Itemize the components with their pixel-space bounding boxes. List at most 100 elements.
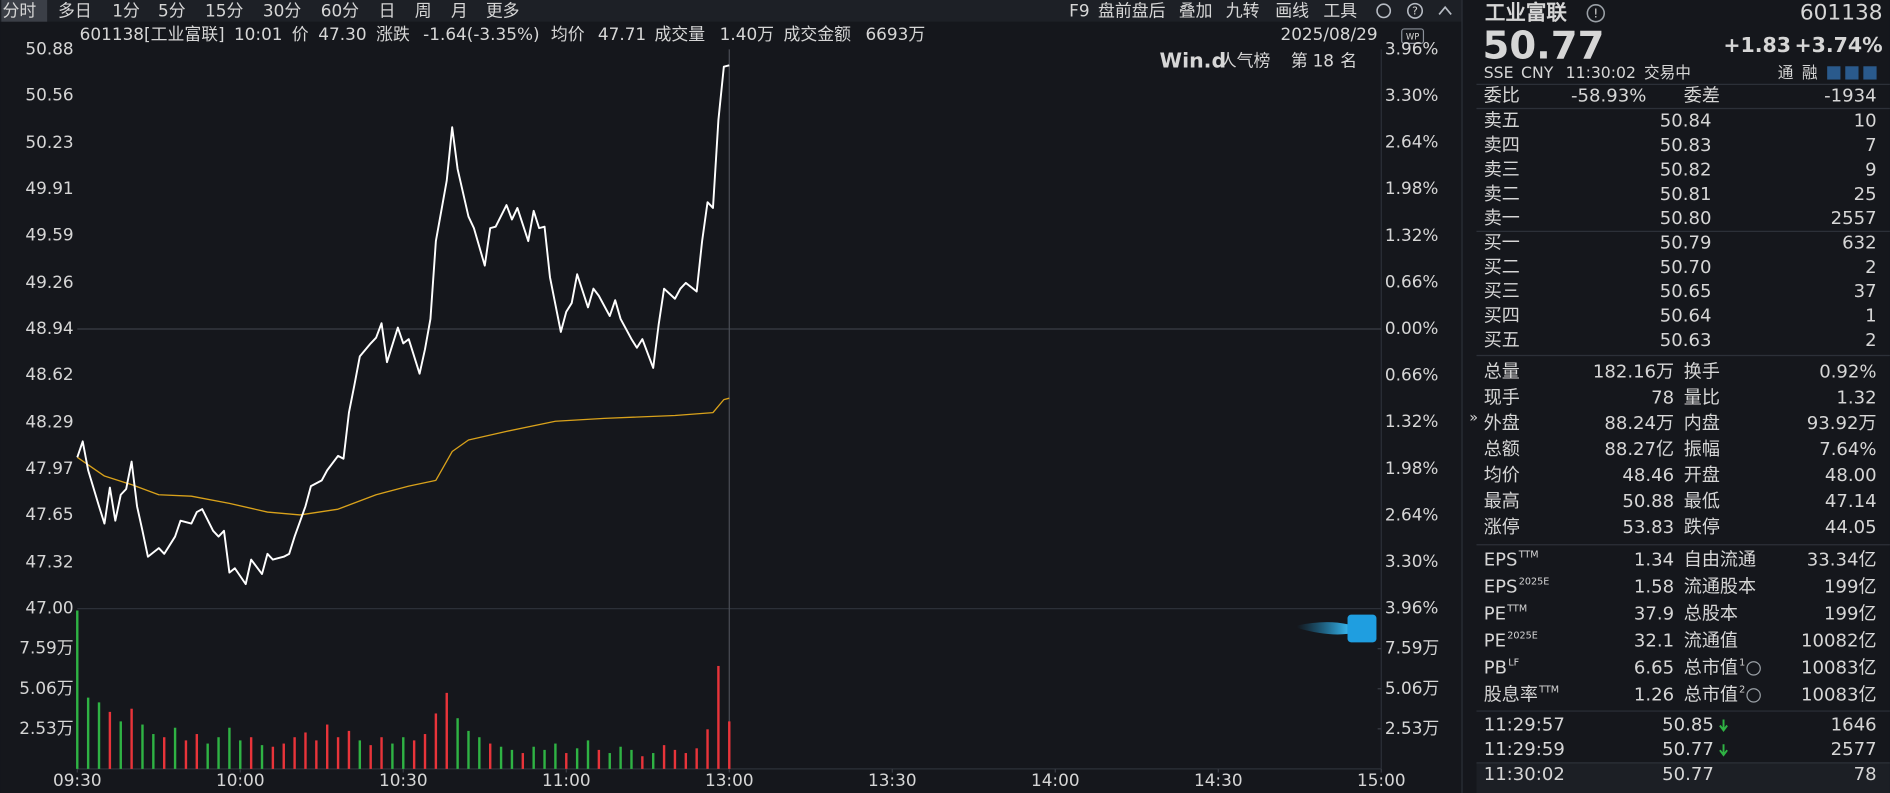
y-tick-label: 48.62 (25, 364, 73, 384)
toolbar-icons[interactable]: ? (1376, 2, 1452, 19)
y2-tick-label: 3.96% (1385, 598, 1439, 618)
y2-tick-label: 3.96% (1385, 38, 1439, 58)
tool-button[interactable]: 九转 (1226, 0, 1260, 20)
assistant-widget[interactable] (1296, 614, 1377, 643)
x-tick-label: 14:00 (1031, 770, 1080, 790)
period-tab[interactable]: 更多 (486, 0, 520, 20)
volume-tick-label: 7.59万 (19, 638, 73, 658)
volume-bar (597, 749, 601, 769)
fundamental-label: 流通值 (1684, 630, 1738, 651)
last-price: 50.77 (1483, 24, 1605, 69)
volume-bar (521, 753, 525, 769)
period-tab[interactable]: 分时 (3, 0, 37, 20)
fundamental-label: 流通股本 (1684, 576, 1756, 597)
ask-price: 50.82 (1660, 159, 1712, 180)
tool-button[interactable]: F9 (1069, 0, 1089, 20)
x-tick-label: 15:00 (1357, 770, 1406, 790)
collapse-toggle[interactable]: » (1469, 410, 1478, 426)
volume-bar (684, 753, 688, 769)
selected-tab-bg (1, 0, 48, 22)
bid-label: 买一 (1484, 232, 1520, 253)
volume-bar (228, 727, 231, 769)
badge-rank-suffix: 名 (1340, 50, 1357, 70)
info-amount: 6693万 (865, 24, 925, 44)
stat-value: 48.46 (1622, 465, 1674, 486)
bid-label: 买三 (1484, 281, 1520, 302)
info-code-name: 601138[工业富联] (80, 24, 225, 44)
volume-bar (97, 702, 101, 769)
y-tick-label: 50.23 (25, 132, 73, 152)
volume-bar (369, 745, 372, 769)
fundamental-value: 6.65 (1634, 657, 1674, 678)
volume-bar (510, 749, 514, 769)
y-tick-label: 49.26 (25, 272, 73, 292)
period-tab[interactable]: 1分 (112, 0, 140, 20)
badge-rank: 18 (1313, 50, 1334, 70)
ask-price: 50.83 (1660, 135, 1712, 156)
volume-bar (641, 756, 644, 769)
volume-bar (402, 737, 405, 769)
volume-bar (173, 727, 177, 769)
bid-price: 50.79 (1660, 232, 1712, 253)
volume-bar (304, 732, 307, 769)
volume-bar (673, 749, 677, 769)
volume-bar (478, 737, 481, 769)
stat-label: 最低 (1684, 491, 1720, 512)
y-tick-label: 47.97 (25, 458, 73, 478)
trade-time: 11:30:02 (1484, 764, 1565, 785)
quote-icons[interactable]: ! (1586, 4, 1877, 80)
svg-text:?: ? (1412, 4, 1418, 17)
info-avg: 47.71 (598, 24, 646, 44)
period-tab[interactable]: 多日 (58, 0, 92, 20)
stat-label: 开盘 (1684, 465, 1720, 486)
order-ratio-value: -58.93% (1571, 85, 1646, 106)
badge-text: 人气榜 (1220, 50, 1271, 70)
volume-bar (119, 721, 122, 769)
volume-tick-label: 5.06万 (19, 678, 73, 698)
tool-button[interactable]: 工具 (1323, 0, 1357, 20)
y-tick-label: 50.56 (25, 85, 73, 105)
volume-bar (130, 708, 133, 769)
fundamental-label: PE (1484, 603, 1506, 624)
info-volume: 1.40万 (720, 24, 774, 44)
y2-tick-label: 1.32% (1385, 411, 1439, 431)
stat-value: 44.05 (1825, 517, 1877, 538)
volume-bar (347, 730, 351, 769)
tool-button[interactable]: 画线 (1275, 0, 1309, 20)
volume-bar (630, 749, 633, 769)
stat-value: 1.32 (1836, 387, 1876, 408)
tool-button[interactable]: 盘前盘后 (1098, 0, 1166, 20)
info-time: 10:01 (234, 24, 283, 44)
period-tab[interactable]: 月 (451, 0, 468, 20)
fundamental-label-sup: TTM (1538, 684, 1559, 695)
fundamental-value: 199亿 (1824, 576, 1877, 597)
ask-volume: 25 (1854, 184, 1877, 205)
y2-tick-label: 0.66% (1385, 271, 1439, 291)
period-tab[interactable]: 15分 (205, 0, 243, 20)
trade-time: 11:29:59 (1484, 739, 1565, 760)
tool-button[interactable]: 叠加 (1179, 0, 1213, 20)
fundamental-label: 总股本 (1684, 603, 1738, 624)
period-tab[interactable]: 60分 (321, 0, 359, 20)
stat-value: 88.24万 (1604, 413, 1674, 434)
quote-tag: 融 (1802, 63, 1818, 82)
ask-volume: 10 (1854, 111, 1877, 132)
quote-tag: 通 (1778, 63, 1794, 82)
stat-label: 内盘 (1684, 413, 1720, 434)
y-tick-label: 48.94 (25, 318, 73, 338)
volume-bar (728, 721, 731, 769)
badge-rank-prefix: 第 (1291, 50, 1308, 70)
fundamental-value: 10083亿 (1801, 684, 1877, 705)
y2-tick-label: 1.32% (1385, 225, 1439, 245)
volume-tick-label-right: 5.06万 (1385, 678, 1439, 698)
period-tab[interactable]: 周 (415, 0, 432, 20)
y2-tick-label: 2.64% (1385, 504, 1439, 524)
fundamental-value: 1.58 (1634, 576, 1674, 597)
period-tab[interactable]: 5分 (158, 0, 186, 20)
ask-label: 卖一 (1484, 208, 1520, 229)
period-tab[interactable]: 日 (379, 0, 396, 20)
period-tab[interactable]: 30分 (263, 0, 301, 20)
bid-price: 50.64 (1660, 305, 1712, 326)
wp-icon[interactable]: WP (1401, 28, 1425, 44)
